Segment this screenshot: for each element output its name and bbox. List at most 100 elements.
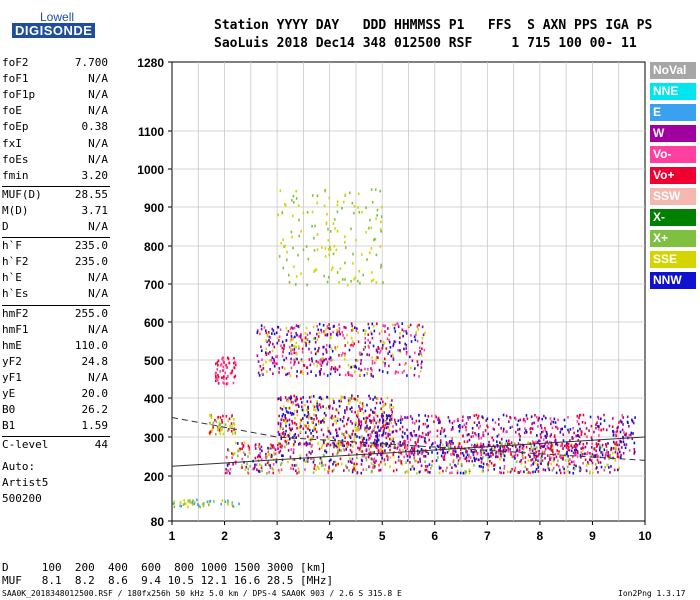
echo-point [331,414,333,418]
echo-point [315,423,317,426]
echo-point [525,445,528,449]
echo-point [564,458,567,462]
echo-point [322,323,325,327]
echo-point [544,426,546,430]
echo-point [560,428,562,431]
echo-point [366,424,368,428]
echo-point [427,415,430,418]
echo-point [273,453,276,457]
echo-point [442,449,444,452]
echo-point [307,421,309,425]
echo-point [544,428,547,432]
legend-item-noval: NoVal [650,62,696,79]
echo-point [355,421,358,425]
echo-point [352,252,354,256]
param-row: fxI N/A [2,137,108,153]
echo-point [308,415,311,419]
echo-point [473,450,475,454]
echo-point [431,442,434,445]
echo-point [380,263,382,267]
echo-point [228,361,231,365]
echo-point [247,467,250,471]
echo-point [397,459,400,462]
echo-point [405,347,407,350]
echo-point [560,456,562,460]
echo-point [288,396,291,400]
echo-point [349,399,352,403]
echo-point [416,323,419,327]
echo-point [571,460,573,464]
echo-point [503,467,506,470]
echo-point [419,460,422,463]
param-value: N/A [88,88,108,102]
echo-point [330,458,332,462]
echo-point [318,462,321,465]
echo-point [237,454,239,458]
echo-point [411,446,413,450]
echo-point [567,454,569,458]
echo-point [596,466,598,469]
echo-point [377,426,379,429]
echo-point [306,338,308,341]
echo-point [509,426,512,429]
echo-point [354,467,357,471]
echo-point [418,419,421,423]
echo-point [376,348,378,352]
echo-point [278,433,280,436]
echo-point [314,340,317,344]
echo-point [535,450,537,454]
echo-point [390,403,393,407]
echo-point [280,443,282,447]
param-row: hmE 110.0 [2,339,108,355]
echo-point [359,409,362,413]
echo-point [208,503,210,507]
echo-point [472,453,475,457]
echo-point [384,463,387,466]
echo-point [380,215,383,218]
echo-point [544,442,546,446]
echo-point [330,358,332,362]
echo-point [294,421,296,425]
echo-point [420,448,423,451]
echo-point [515,417,517,421]
echo-point [399,448,401,452]
echo-point [388,429,391,433]
echo-point [500,427,502,430]
echo-point [473,421,476,424]
echo-point [192,499,194,502]
echo-point [384,330,386,333]
echo-point [520,462,523,465]
footer-distance-row: D 100 200 400 600 800 1000 1500 3000 [km… [2,561,327,574]
echo-point [338,404,341,408]
echo-point [291,348,294,352]
echo-point [371,271,373,274]
echo-point [295,331,297,335]
echo-point [316,364,319,368]
echo-point [311,224,313,228]
echo-point [371,322,374,326]
echo-point [292,327,294,330]
echo-point [315,332,318,336]
echo-point [368,394,370,398]
echo-point [342,351,344,355]
echo-point [420,464,423,468]
echo-point [309,363,312,367]
echo-point [283,405,285,408]
echo-point [473,445,475,448]
echo-point [296,472,298,475]
legend-item-sse: SSE [650,251,696,268]
echo-point [459,471,462,475]
echo-point [557,452,559,456]
echo-point [593,454,595,458]
echo-point [415,443,417,447]
echo-point [225,382,228,386]
echo-point [287,329,290,333]
echo-point [267,450,270,454]
echo-point [327,437,329,440]
echo-point [282,266,285,270]
echo-point [584,445,587,449]
echo-point [503,458,505,462]
echo-point [544,434,547,438]
echo-point [281,350,284,354]
echo-point [375,446,378,449]
